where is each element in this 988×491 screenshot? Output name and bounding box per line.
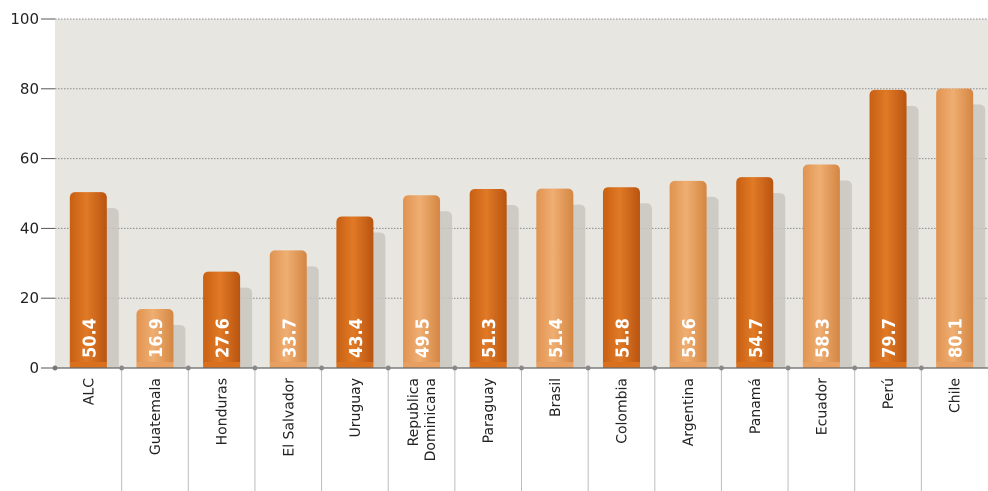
bar-base: [269, 362, 307, 368]
bar-base: [203, 362, 241, 368]
data-label: 54.7: [746, 318, 767, 358]
x-tick-label: Guatemala: [148, 378, 164, 455]
bar: [602, 187, 640, 368]
bar-base: [536, 362, 574, 368]
data-label: 53.6: [679, 318, 700, 358]
y-tick-label: 40: [20, 219, 39, 237]
data-label: 51.8: [612, 318, 633, 358]
bar: [69, 192, 107, 368]
bar-base: [736, 362, 774, 368]
x-tick-label: Perú: [881, 378, 897, 409]
axis-tick-dot: [652, 365, 658, 371]
bar: [736, 177, 774, 368]
bar: [203, 271, 241, 368]
x-tick-label: Brasil: [548, 378, 564, 417]
bar: [469, 188, 507, 368]
bar: [536, 188, 574, 368]
data-label: 27.6: [213, 318, 234, 358]
x-tick-label: Ecuador: [814, 378, 830, 435]
axis-tick-dot: [119, 365, 125, 371]
axis-tick-dot: [718, 365, 724, 371]
axis-tick-dot: [519, 365, 524, 371]
bar-base: [336, 362, 374, 368]
bar: [869, 89, 907, 369]
data-label: 33.7: [279, 318, 300, 358]
x-tick-label: Uruguay: [348, 378, 364, 438]
x-tick-label: Argentina: [681, 378, 697, 446]
axis-tick-dot: [852, 365, 858, 371]
bar-base: [69, 362, 107, 368]
data-label: 49.5: [413, 318, 434, 358]
x-tick-label: Dominicana: [423, 378, 439, 461]
data-label: 51.4: [546, 318, 567, 358]
bar-base: [136, 362, 174, 368]
bar-base: [802, 362, 840, 368]
x-tick-label: Chile: [948, 378, 964, 413]
bar: [269, 250, 307, 368]
bar: [403, 195, 441, 368]
data-label: 58.3: [812, 318, 833, 358]
bar-base: [469, 362, 507, 368]
axis-tick-dot: [785, 365, 791, 371]
x-tick-label: Panamá: [748, 378, 764, 434]
x-tick-label: Paraguay: [481, 378, 497, 443]
y-tick-label: 60: [20, 150, 39, 168]
axis-tick-dot: [918, 365, 924, 371]
data-label: 16.9: [146, 318, 167, 358]
bar: [802, 164, 840, 368]
y-tick-label: 80: [20, 80, 39, 98]
x-tick-label: Republica: [406, 378, 422, 446]
bar-base: [403, 362, 441, 368]
y-tick-label: 100: [10, 10, 39, 28]
data-label: 51.3: [479, 318, 500, 358]
axis-tick-dot: [252, 365, 258, 371]
bar-base: [669, 362, 707, 368]
bar: [936, 88, 974, 369]
x-tick-label: ALC: [81, 378, 97, 405]
y-tick-label: 20: [20, 289, 39, 307]
axis-tick-dot: [185, 365, 191, 371]
bar-base: [602, 362, 640, 368]
x-tick-label: Honduras: [215, 378, 231, 445]
axis-origin-dot: [52, 365, 58, 371]
y-tick-label: 0: [29, 359, 39, 377]
data-label: 50.4: [79, 318, 100, 358]
bar: [336, 216, 374, 368]
bar-base: [936, 362, 974, 368]
axis-tick-dot: [385, 365, 391, 371]
data-label: 79.7: [879, 318, 900, 358]
bar-base: [869, 362, 907, 368]
axis-tick-dot: [585, 365, 591, 371]
bar: [669, 180, 707, 368]
data-label: 43.4: [346, 318, 367, 358]
bar: [136, 309, 174, 368]
x-tick-label: Colombia: [614, 378, 630, 444]
data-label: 80.1: [946, 318, 967, 358]
x-tick-label: El Salvador: [281, 378, 297, 457]
axis-tick-dot: [319, 365, 325, 371]
axis-tick-dot: [452, 365, 458, 371]
